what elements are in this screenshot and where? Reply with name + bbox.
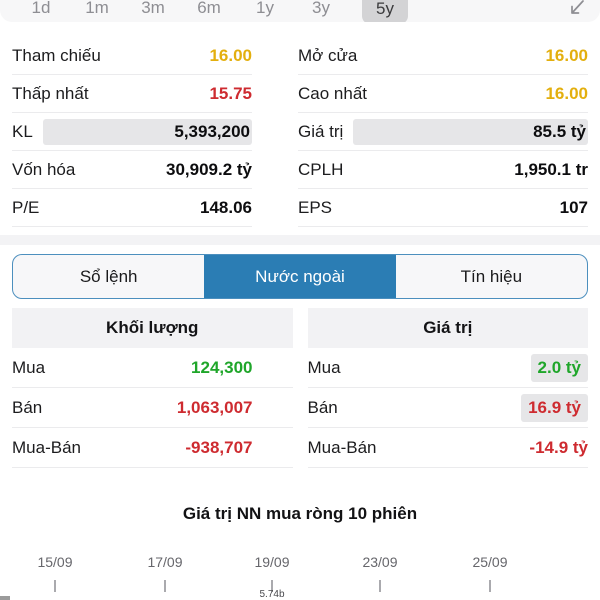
stat-value: 15.75 [209, 83, 252, 103]
stat-row-gia-tri: Giá trị 85.5 tỷ [298, 113, 588, 151]
stat-value-highlighted: 85.5 tỷ [353, 118, 588, 145]
x-axis-date-label: 23/09 [362, 554, 398, 570]
stat-row-cplh: CPLH 1,950.1 tr [298, 151, 588, 189]
row-label: Mua [12, 357, 46, 377]
stat-value: 16.00 [545, 83, 588, 103]
stat-value: 30,909.2 tỷ [165, 159, 252, 179]
stock-stats-grid: Tham chiếu 16.00 Mở cửa 16.00 Thấp nhất … [0, 37, 600, 227]
table-row-value-sell: Bán 16.9 tỷ [307, 388, 588, 428]
bar-fragment [0, 596, 10, 600]
row-value: 124,300 [191, 357, 253, 377]
stat-value-highlighted: 5,393,200 [42, 118, 252, 145]
stat-label: CPLH [298, 159, 344, 179]
x-axis-date-label: 25/09 [472, 554, 508, 570]
row-value-highlighted: 2.0 tỷ [530, 353, 588, 382]
table-row-value-net: Mua-Bán -14.9 tỷ [307, 428, 588, 468]
stat-value: 16.00 [209, 45, 252, 65]
range-5y[interactable]: 5y [362, 0, 408, 22]
range-1m[interactable]: 1m [85, 0, 109, 17]
stat-row-tham-chieu: Tham chiếu 16.00 [12, 37, 252, 75]
foreign-net-buy-chart: Giá trị NN mua ròng 10 phiên 15/09 17/09… [0, 468, 600, 600]
stat-row-pe: P/E 148.06 [12, 189, 252, 227]
row-value: 1,063,007 [176, 397, 253, 417]
stat-value: 16.00 [545, 45, 588, 65]
range-3m[interactable]: 3m [141, 0, 165, 17]
foreign-trading-table: Khối lượng Giá trị Mua 124,300 Mua 2.0 t… [0, 308, 600, 468]
row-label: Mua-Bán [307, 437, 377, 457]
stat-label: Giá trị [298, 121, 344, 141]
time-range-bar: 1d 1m 3m 6m 1y 3y 5y [0, 0, 600, 22]
x-axis-tick [271, 580, 273, 592]
stat-value: 107 [559, 197, 588, 217]
row-label: Bán [307, 397, 338, 417]
stat-row-eps: EPS 107 [298, 189, 588, 227]
range-1y[interactable]: 1y [256, 0, 274, 17]
time-range-list: 1d 1m 3m 6m 1y 3y 5y [26, 0, 586, 22]
stat-label: Tham chiếu [12, 45, 101, 65]
x-axis-date-label: 17/09 [147, 554, 183, 570]
stat-label: Mở cửa [298, 45, 358, 65]
x-axis-tick [489, 580, 491, 592]
tab-nuoc-ngoai[interactable]: Nước ngoài [204, 255, 396, 298]
stat-label: P/E [12, 197, 40, 217]
stat-row-von-hoa: Vốn hóa 30,909.2 tỷ [12, 151, 252, 189]
table-row-volume-sell: Bán 1,063,007 [12, 388, 293, 428]
expand-arrow-icon[interactable] [566, 0, 586, 18]
range-3y[interactable]: 3y [312, 0, 330, 17]
section-divider [0, 235, 600, 245]
stat-label: EPS [298, 197, 333, 217]
x-axis-date-label: 19/09 [254, 554, 290, 570]
chart-title: Giá trị NN mua ròng 10 phiên [182, 504, 418, 523]
stat-row-thap-nhat: Thấp nhất 15.75 [12, 75, 252, 113]
x-axis-tick [164, 580, 166, 592]
stat-row-cao-nhat: Cao nhất 16.00 [298, 75, 588, 113]
table-row-volume-buy: Mua 124,300 [12, 348, 293, 388]
x-axis-tick [379, 580, 381, 592]
row-label: Mua [307, 357, 341, 377]
row-value: -14.9 tỷ [529, 437, 588, 457]
stat-row-mo-cua: Mở cửa 16.00 [298, 37, 588, 75]
column-header-volume: Khối lượng [12, 308, 293, 348]
detail-tabs: Sổ lệnh Nước ngoài Tín hiệu [12, 254, 588, 299]
stat-label: KL [12, 121, 33, 141]
stat-label: Vốn hóa [12, 159, 76, 179]
range-1d[interactable]: 1d [31, 0, 51, 17]
row-value: -938,707 [185, 437, 253, 457]
column-header-value: Giá trị [307, 308, 588, 348]
stat-label: Thấp nhất [12, 83, 89, 103]
range-6m[interactable]: 6m [197, 0, 221, 17]
row-label: Bán [12, 397, 43, 417]
table-row-value-buy: Mua 2.0 tỷ [307, 348, 588, 388]
stat-label: Cao nhất [298, 83, 367, 103]
tab-tin-hieu[interactable]: Tín hiệu [460, 266, 523, 286]
row-value-highlighted: 16.9 tỷ [521, 393, 588, 422]
row-label: Mua-Bán [12, 437, 81, 457]
bar-value-label: 5.74b [259, 589, 285, 600]
stat-value: 148.06 [200, 197, 252, 217]
x-axis-date-label: 15/09 [37, 554, 73, 570]
table-row-volume-net: Mua-Bán -938,707 [12, 428, 293, 468]
tab-so-lenh[interactable]: Sổ lệnh [79, 266, 138, 286]
x-axis-tick [54, 580, 56, 592]
stat-value: 1,950.1 tr [514, 159, 588, 179]
stat-row-kl: KL 5,393,200 [12, 113, 252, 151]
